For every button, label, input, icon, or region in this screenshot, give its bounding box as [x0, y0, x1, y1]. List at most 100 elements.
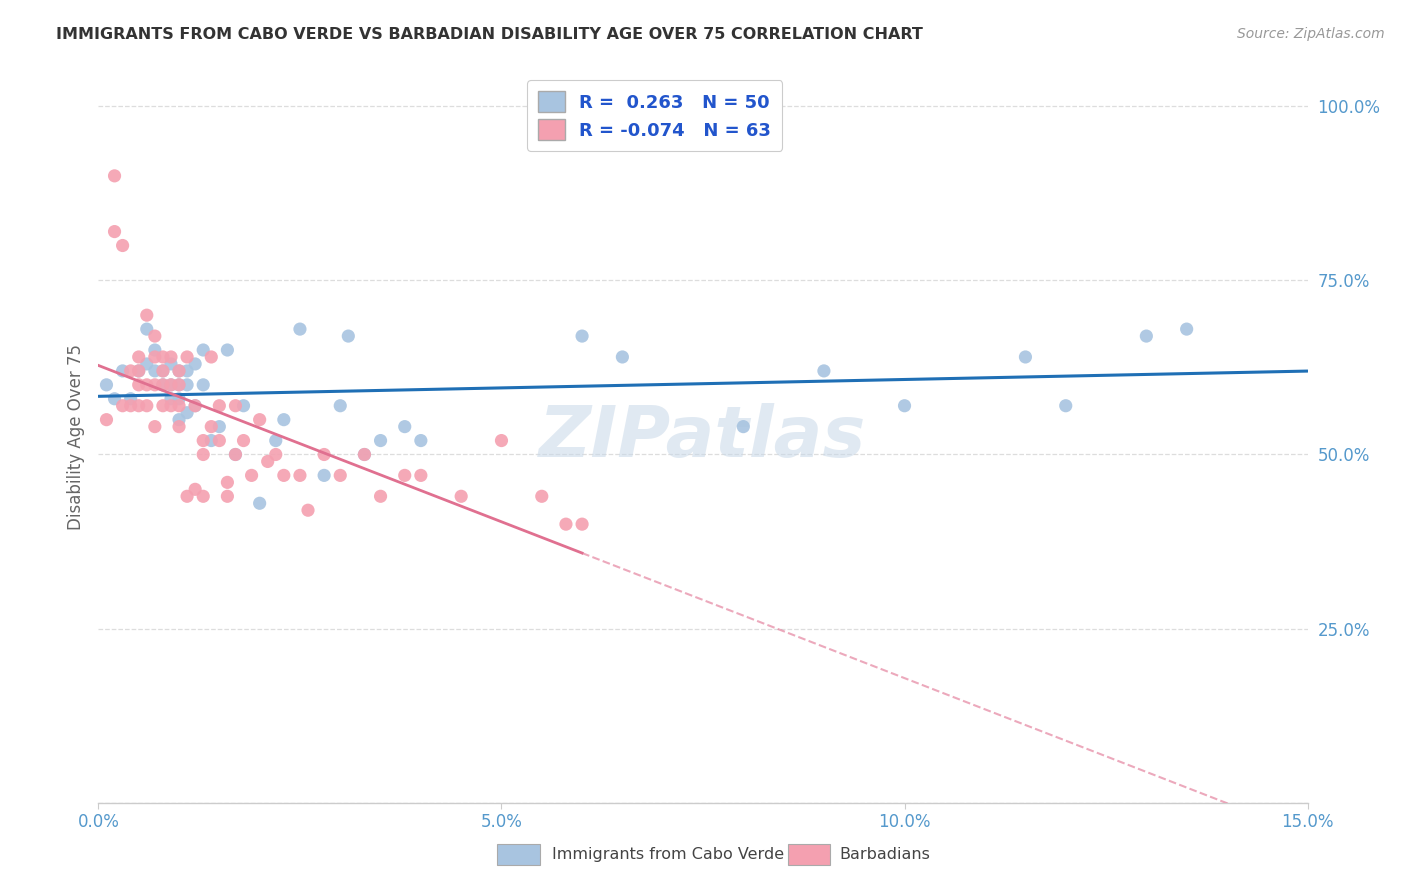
Point	[193, 377, 215, 392]
Point	[103, 225, 125, 239]
Point	[152, 377, 174, 392]
Point	[200, 434, 222, 448]
Point	[249, 496, 271, 510]
Point	[232, 434, 254, 448]
Point	[394, 468, 416, 483]
Point	[184, 483, 207, 497]
Point	[208, 399, 231, 413]
Point	[143, 329, 166, 343]
Point	[612, 350, 634, 364]
Point	[353, 448, 375, 462]
Point	[135, 377, 157, 392]
Point	[167, 392, 190, 406]
Point	[143, 343, 166, 357]
Point	[200, 419, 222, 434]
Point	[176, 364, 198, 378]
Point	[167, 364, 190, 378]
Text: ZIPatlas: ZIPatlas	[540, 402, 866, 472]
Point	[217, 343, 239, 357]
Point	[394, 419, 416, 434]
Point	[167, 377, 190, 392]
Point	[184, 399, 207, 413]
Point	[167, 364, 190, 378]
Point	[96, 377, 118, 392]
Point	[152, 364, 174, 378]
Text: Source: ZipAtlas.com: Source: ZipAtlas.com	[1237, 27, 1385, 41]
Point	[128, 350, 150, 364]
Point	[224, 448, 246, 462]
Point	[193, 343, 215, 357]
Point	[555, 517, 578, 532]
Point	[160, 399, 183, 413]
Point	[232, 399, 254, 413]
Point	[167, 399, 190, 413]
Point	[217, 475, 239, 490]
Point	[256, 454, 278, 468]
Point	[893, 399, 915, 413]
Point	[530, 489, 553, 503]
Point	[128, 377, 150, 392]
Point	[288, 322, 311, 336]
Point	[337, 329, 360, 343]
Point	[167, 419, 190, 434]
Point	[1014, 350, 1036, 364]
Point	[160, 392, 183, 406]
Text: IMMIGRANTS FROM CABO VERDE VS BARBADIAN DISABILITY AGE OVER 75 CORRELATION CHART: IMMIGRANTS FROM CABO VERDE VS BARBADIAN …	[56, 27, 924, 42]
Point	[128, 364, 150, 378]
Point	[128, 364, 150, 378]
Point	[450, 489, 472, 503]
Point	[571, 517, 593, 532]
Point	[103, 392, 125, 406]
Point	[176, 377, 198, 392]
FancyBboxPatch shape	[787, 845, 830, 865]
Point	[111, 399, 134, 413]
Point	[297, 503, 319, 517]
Point	[111, 364, 134, 378]
Point	[143, 364, 166, 378]
FancyBboxPatch shape	[498, 845, 540, 865]
Point	[143, 377, 166, 392]
Point	[264, 448, 287, 462]
Point	[143, 350, 166, 364]
Point	[208, 419, 231, 434]
Text: Barbadians: Barbadians	[839, 847, 931, 862]
Point	[120, 364, 142, 378]
Point	[208, 434, 231, 448]
Point	[353, 448, 375, 462]
Point	[733, 419, 755, 434]
Point	[160, 377, 183, 392]
Point	[370, 489, 392, 503]
Point	[288, 468, 311, 483]
Point	[329, 468, 352, 483]
Point	[135, 308, 157, 322]
Point	[273, 468, 295, 483]
Point	[193, 434, 215, 448]
Point	[103, 169, 125, 183]
Point	[1135, 329, 1157, 343]
Point	[409, 434, 432, 448]
Point	[217, 489, 239, 503]
Point	[135, 399, 157, 413]
Point	[111, 238, 134, 252]
Point	[200, 350, 222, 364]
Point	[135, 322, 157, 336]
Point	[314, 448, 336, 462]
Point	[224, 399, 246, 413]
Point	[249, 412, 271, 426]
Point	[160, 377, 183, 392]
Point	[160, 357, 183, 371]
Point	[329, 399, 352, 413]
Point	[167, 377, 190, 392]
Point	[491, 434, 513, 448]
Point	[1175, 322, 1198, 336]
Point	[224, 448, 246, 462]
Point	[571, 329, 593, 343]
Point	[193, 448, 215, 462]
Point	[176, 489, 198, 503]
Point	[160, 350, 183, 364]
Legend: R =  0.263   N = 50, R = -0.074   N = 63: R = 0.263 N = 50, R = -0.074 N = 63	[527, 80, 782, 151]
Point	[128, 399, 150, 413]
Point	[96, 412, 118, 426]
Point	[314, 468, 336, 483]
Point	[813, 364, 835, 378]
